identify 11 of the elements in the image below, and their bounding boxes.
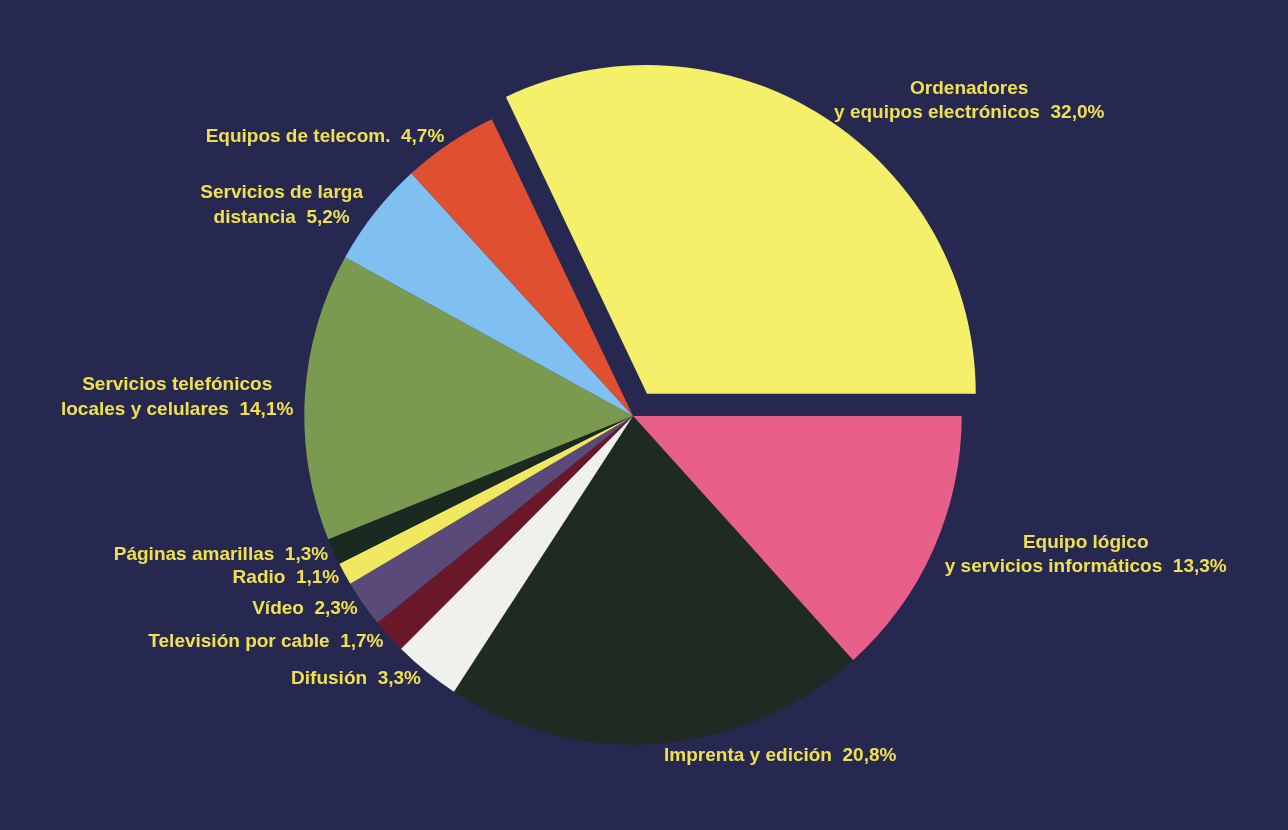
slice-label: Equipos de telecom. 4,7% bbox=[205, 125, 445, 147]
slice-label: Servicios de larga distancia 5,2% bbox=[200, 180, 364, 227]
slice-label: Equipo lógico y servicios informáticos 13,3% bbox=[944, 530, 1227, 577]
slice-label: Difusión 3,3% bbox=[291, 667, 422, 689]
slice-label: Vídeo 2,3% bbox=[252, 596, 358, 618]
slice-label: Imprenta y edición 20,8% bbox=[664, 743, 897, 765]
slice-label: Ordenadores y equipos electrónicos 32,0% bbox=[834, 76, 1105, 123]
slice-label: Páginas amarillas 1,3% bbox=[113, 542, 329, 564]
slice-label: Servicios telefónicos locales y celulares 14,1% bbox=[60, 373, 294, 420]
slice-label: Radio 1,1% bbox=[232, 565, 340, 587]
slice-label: Televisión por cable 1,7% bbox=[148, 630, 384, 652]
